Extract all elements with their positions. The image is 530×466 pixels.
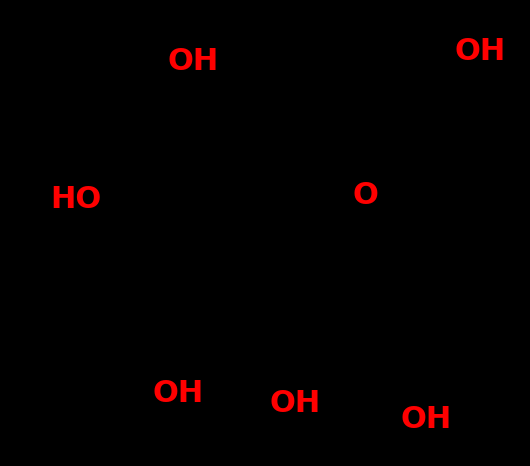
Text: OH: OH bbox=[400, 405, 451, 434]
Text: OH: OH bbox=[153, 378, 204, 407]
Text: OH: OH bbox=[167, 48, 218, 76]
Text: OH: OH bbox=[455, 37, 506, 67]
Text: OH: OH bbox=[269, 389, 321, 418]
Text: HO: HO bbox=[50, 185, 101, 214]
Text: O: O bbox=[352, 180, 378, 210]
